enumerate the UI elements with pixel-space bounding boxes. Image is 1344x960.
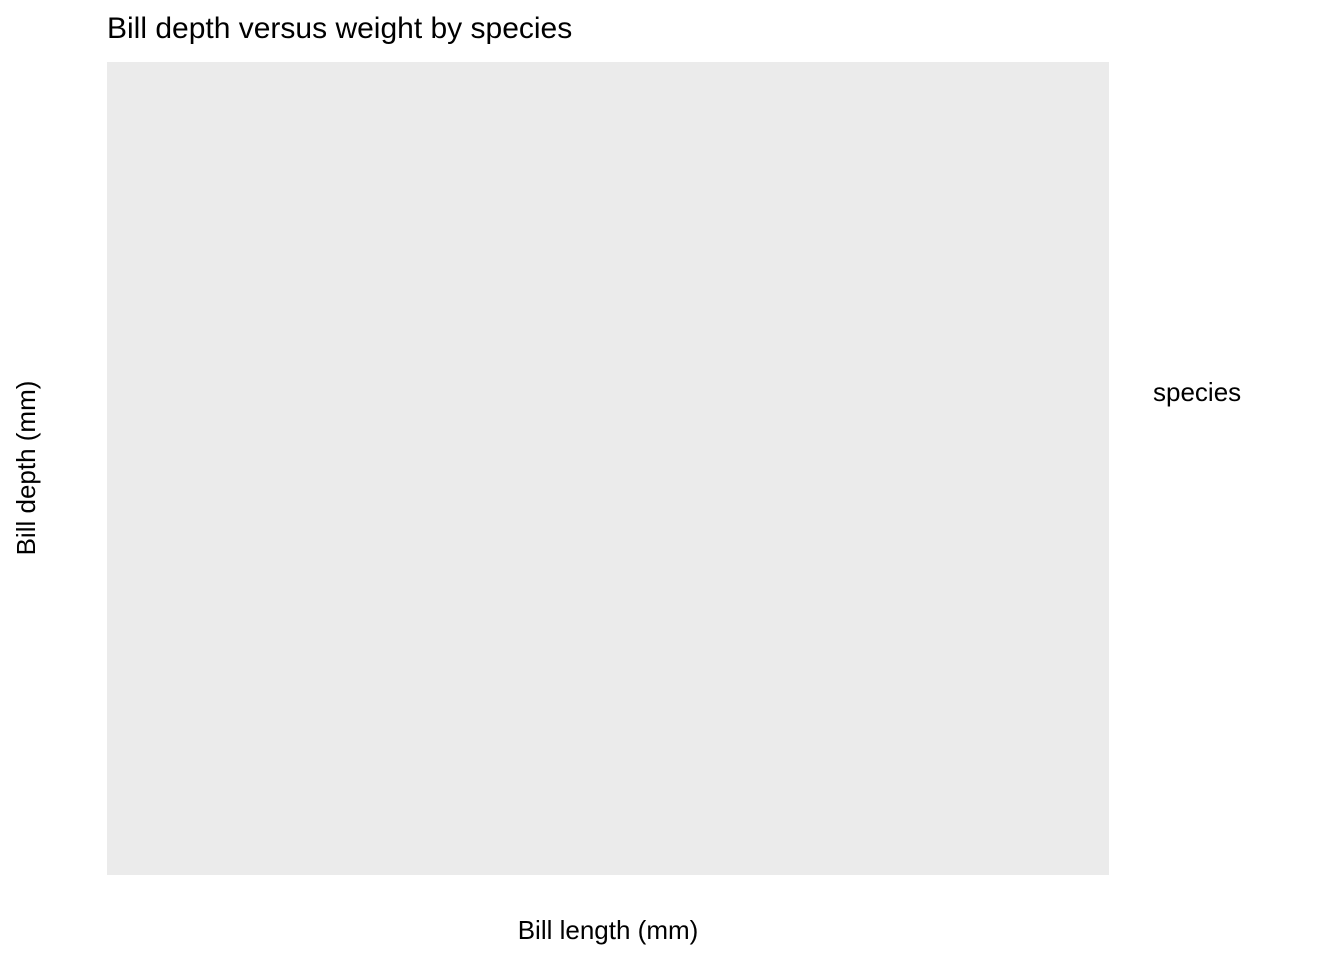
chart-title: Bill depth versus weight by species (107, 12, 572, 45)
legend: species (1153, 377, 1241, 407)
panel (107, 62, 1109, 875)
legend-title: species (1153, 377, 1241, 407)
x-axis-title: Bill length (mm) (518, 915, 699, 945)
y-axis-title: Bill depth (mm) (11, 381, 41, 556)
